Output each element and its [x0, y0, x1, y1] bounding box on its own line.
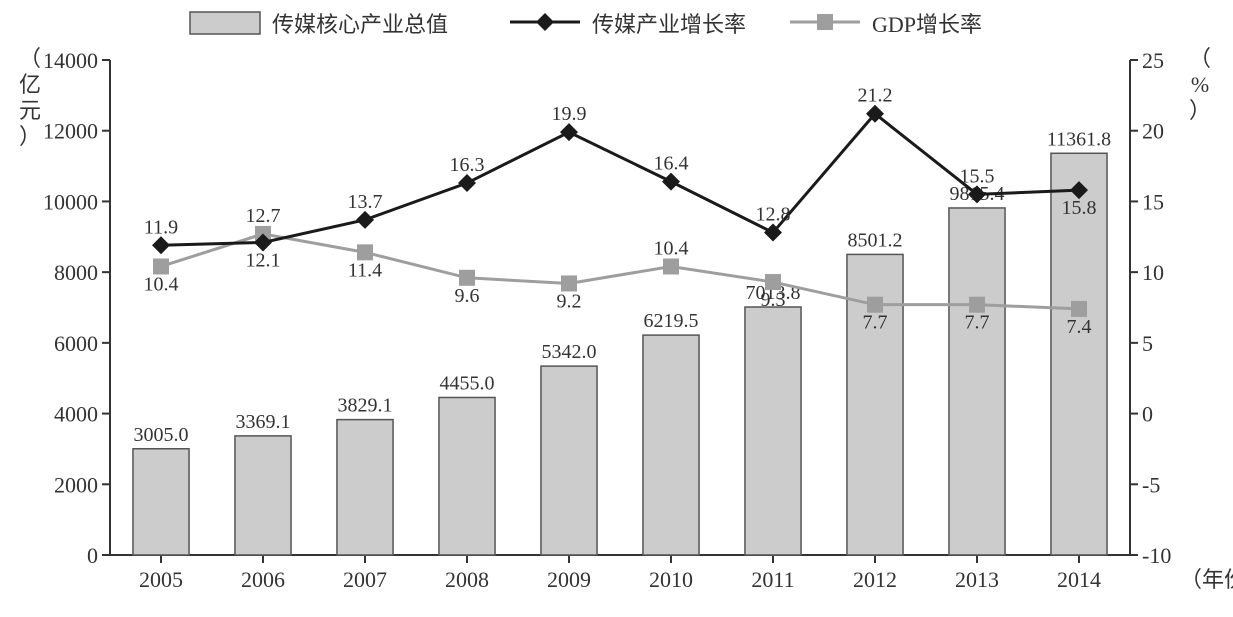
bar: [949, 208, 1005, 555]
gdp-marker: [357, 244, 373, 260]
y-left-tick-label: 10000: [43, 189, 98, 214]
media-value-label: 19.9: [552, 103, 587, 125]
legend-media-label: 传媒产业增长率: [592, 12, 746, 37]
bar-value-label: 6219.5: [644, 310, 699, 332]
bar-value-label: 4455.0: [440, 372, 495, 394]
bar: [439, 397, 495, 555]
bar-value-label: 3369.1: [236, 411, 291, 433]
x-tick-label: 2013: [955, 567, 999, 592]
y-left-tick-label: 12000: [43, 119, 98, 144]
x-tick-label: 2008: [445, 567, 489, 592]
gdp-value-label: 11.4: [348, 259, 382, 281]
x-axis-label: （年份）: [1180, 567, 1233, 592]
gdp-marker: [765, 274, 781, 290]
media-value-label: 16.3: [450, 154, 485, 176]
gdp-marker: [867, 297, 883, 313]
y-left-tick-label: 6000: [54, 331, 98, 356]
y-right-tick-label: 15: [1142, 189, 1164, 214]
gdp-value-label: 10.4: [144, 273, 179, 295]
y-right-title-paren-open: （: [1189, 46, 1211, 71]
y-left-tick-label: 0: [87, 543, 98, 568]
gdp-value-label: 7.4: [1067, 316, 1092, 338]
x-tick-label: 2009: [547, 567, 591, 592]
bar: [643, 335, 699, 555]
y-left-tick-label: 2000: [54, 472, 98, 497]
media-value-label: 12.8: [756, 204, 791, 226]
combo-chart: 传媒核心产业总值 传媒产业增长率 GDP增长率 0 2000 4000 6000 8000 10…: [0, 0, 1233, 617]
media-value-label: 11.9: [144, 216, 178, 238]
media-value-label: 15.8: [1062, 197, 1097, 219]
y-left-title-char: 元: [19, 98, 41, 123]
y-left-title-paren-open: （: [19, 46, 41, 71]
gdp-marker: [969, 297, 985, 313]
legend-gdp-marker: [817, 14, 833, 30]
x-tick-label: 2014: [1057, 567, 1101, 592]
media-value-label: 13.7: [348, 191, 383, 213]
bar-value-label: 3005.0: [134, 424, 189, 446]
legend-bar-swatch: [190, 12, 260, 34]
bar: [337, 420, 393, 555]
x-tick-label: 2006: [241, 567, 285, 592]
gdp-value-label: 7.7: [965, 312, 990, 334]
gdp-marker: [1071, 301, 1087, 317]
y-right-tick-label: 10: [1142, 260, 1164, 285]
x-tick-label: 2011: [751, 567, 794, 592]
bar-value-label: 3829.1: [338, 395, 393, 417]
y-right-tick-label: 20: [1142, 119, 1164, 144]
gdp-value-label: 7.7: [863, 312, 888, 334]
y-right-tick-label: 25: [1142, 48, 1164, 73]
y-left-tick-label: 8000: [54, 260, 98, 285]
x-tick-label: 2005: [139, 567, 183, 592]
gdp-marker: [561, 275, 577, 291]
legend-bar-label: 传媒核心产业总值: [272, 12, 448, 37]
gdp-marker: [459, 270, 475, 286]
y-left-tick-label: 4000: [54, 402, 98, 427]
bar: [745, 307, 801, 555]
x-tick-label: 2007: [343, 567, 387, 592]
gdp-value-label: 9.2: [557, 290, 582, 312]
x-tick-label: 2012: [853, 567, 897, 592]
legend-gdp-label: GDP增长率: [872, 12, 982, 37]
bar-value-label: 11361.8: [1047, 128, 1111, 150]
media-value-label: 16.4: [654, 153, 689, 175]
bar: [235, 436, 291, 555]
bar: [541, 366, 597, 555]
y-right-title-char: %: [1191, 72, 1209, 97]
bar-value-label: 8501.2: [848, 229, 903, 251]
y-left-title-paren-close: ）: [19, 124, 41, 149]
gdp-value-label: 9.6: [455, 285, 480, 307]
y-right-tick-label: -10: [1142, 543, 1171, 568]
gdp-marker: [663, 258, 679, 274]
gdp-marker: [153, 258, 169, 274]
bar-value-label: 5342.0: [542, 341, 597, 363]
media-value-label: 15.5: [960, 165, 995, 187]
gdp-value-label: 12.7: [246, 205, 281, 227]
media-value-label: 21.2: [858, 85, 893, 107]
y-right-tick-label: 0: [1142, 402, 1153, 427]
y-right-title-paren-close: ）: [1189, 98, 1211, 123]
y-right-tick-label: -5: [1142, 472, 1160, 497]
y-right-tick-label: 5: [1142, 331, 1153, 356]
bar: [133, 449, 189, 555]
x-tick-label: 2010: [649, 567, 693, 592]
gdp-value-label: 10.4: [654, 237, 689, 259]
media-value-label: 12.1: [246, 249, 281, 271]
gdp-value-label: 9.3: [761, 289, 786, 311]
y-left-tick-label: 14000: [43, 48, 98, 73]
y-left-title-char: 亿: [19, 72, 41, 97]
